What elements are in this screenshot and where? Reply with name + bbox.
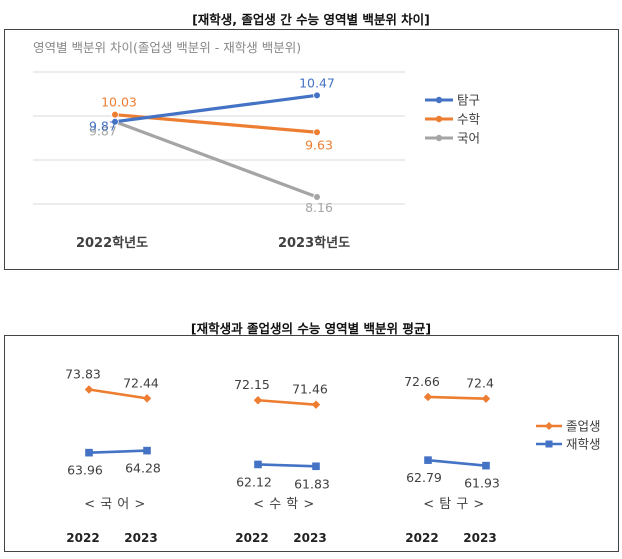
chart2-plot: 73.83 72.44 72.15 71.46 72.66 72.4 63.96 64.28 6… [65, 366, 601, 545]
chart1-data-label: 10.03 [101, 95, 137, 110]
chart2-point-diamond [253, 396, 263, 405]
chart2-year-label: 2023 [293, 531, 326, 545]
chart2-data-label: 72.4 [466, 376, 494, 391]
chart2-data-label: 62.12 [236, 474, 272, 489]
chart2-point-square [254, 460, 262, 469]
chart1-legend-label: 국어 [457, 131, 480, 146]
chart2-data-label: 72.15 [234, 377, 270, 392]
chart1-data-label: 9.63 [305, 137, 333, 152]
chart2-point-diamond [311, 400, 321, 409]
chart2-data-label: 63.96 [67, 463, 103, 478]
chart1-data-label: 9.87 [89, 119, 117, 134]
chart1-point [313, 193, 321, 201]
chart2-data-label: 72.44 [123, 375, 159, 390]
chart1-data-label: 9.87 [89, 124, 117, 139]
chart1-data-label: 8.16 [305, 200, 333, 215]
chart2-year-label: 2022 [235, 531, 268, 545]
chart2-group-label: < 탐 구 > [423, 497, 485, 512]
chart1-category-label: 2023학년도 [278, 235, 350, 251]
chart2-point-diamond [423, 392, 433, 402]
chart2-legend-marker [545, 440, 553, 448]
chart2-point-diamond [481, 394, 491, 403]
chart1-series-line-s0 [113, 93, 319, 124]
chart1-point [313, 91, 321, 100]
chart2-series-line [257, 398, 317, 406]
chart2-point-square [424, 456, 432, 464]
chart2-data-label: 72.66 [404, 374, 440, 389]
chart2-point-diamond [84, 385, 94, 394]
chart2-point-diamond [142, 394, 152, 403]
chart2-data-label: 61.93 [464, 476, 500, 491]
chart2-group-label: < 국 어 > [84, 497, 146, 512]
chart2-point-square [85, 448, 93, 457]
chart2-legend-marker [545, 422, 553, 430]
chart1-point [111, 110, 119, 119]
chart2-point-square [312, 462, 320, 471]
chart2-data-label: 62.79 [406, 470, 442, 485]
chart2-heading: [재학생과 졸업생의 수능 영역별 백분위 평균] [190, 321, 432, 336]
chart2-legend-label: 졸업생 [566, 419, 601, 434]
chart2-year-label: 2023 [463, 531, 496, 545]
chart1-legend-label: 탐구 [457, 93, 480, 108]
chart2-frame: 73.83 72.44 72.15 71.46 72.66 72.4 63.96 64.28 6… [4, 335, 619, 552]
chart2-data-label: 71.46 [292, 382, 328, 397]
chart2-series-line [88, 449, 148, 454]
chart1-heading: [재학생, 졸업생 간 수능 영역별 백분위 차이] [192, 12, 430, 27]
chart2-year-label: 2022 [405, 531, 438, 545]
chart2-year-label: 2022 [66, 531, 99, 545]
chart1-legend-marker [435, 115, 443, 123]
chart1-point [111, 117, 119, 126]
chart1-category-label: 2022학년도 [76, 235, 148, 251]
chart1-legend-marker [435, 96, 443, 104]
chart1-plot: 영역별 백분위 차이(졸업생 백분위 - 재학생 백분위) 9.87 8.16 10.… [33, 40, 481, 251]
chart2-series-line [427, 458, 487, 467]
chart2-data-label: 73.83 [65, 366, 101, 381]
chart2-group-label: < 수 학 > [253, 497, 315, 512]
chart1-legend-marker [435, 134, 443, 142]
chart2-point-square [482, 461, 490, 470]
chart2-series-line [427, 395, 487, 400]
chart2-year-label: 2023 [124, 531, 157, 545]
chart1-point [313, 128, 321, 137]
chart2-data-label: 61.83 [294, 476, 330, 491]
chart2-legend-label: 재학생 [566, 437, 601, 452]
chart2-series-line [257, 463, 317, 468]
chart2-series-line [88, 388, 148, 400]
chart1-data-label: 10.47 [299, 75, 335, 90]
chart1-frame: 영역별 백분위 차이(졸업생 백분위 - 재학생 백분위) 9.87 8.16 10.… [4, 29, 619, 270]
chart1-title: 영역별 백분위 차이(졸업생 백분위 - 재학생 백분위) [33, 40, 301, 55]
chart2-data-label: 64.28 [125, 461, 161, 476]
chart1-series-line-s2 [113, 120, 319, 199]
chart2-point-square [143, 446, 151, 455]
chart1-legend-label: 수학 [457, 112, 481, 127]
